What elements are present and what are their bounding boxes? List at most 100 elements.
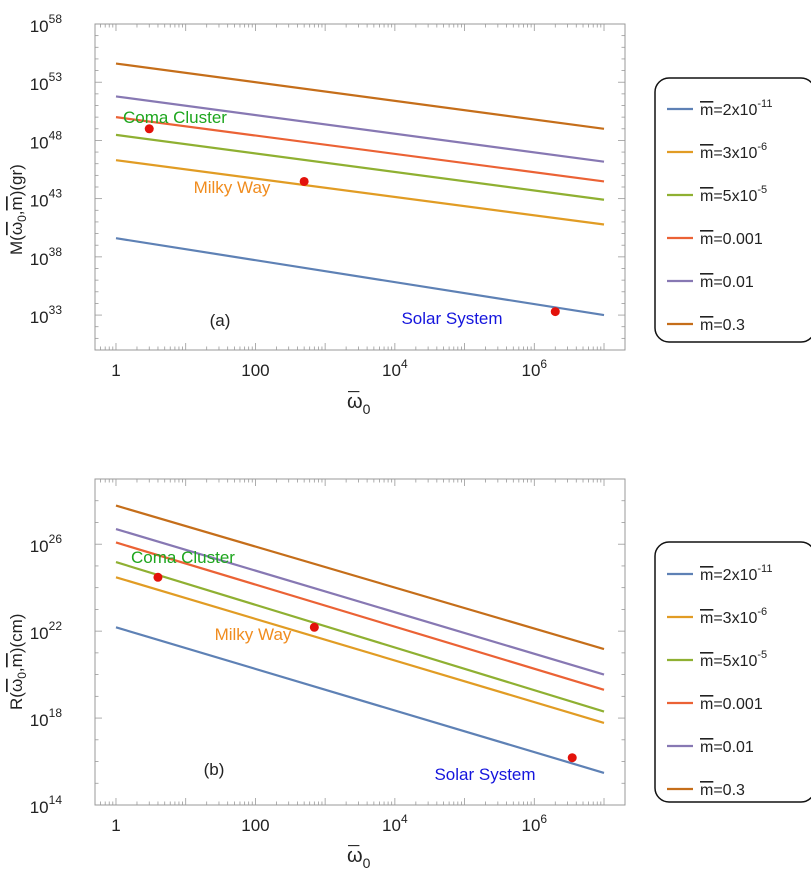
panel-b-legend-m: m (700, 739, 713, 756)
panel-a-y-tick-exponent: 48 (49, 128, 63, 142)
panel-b-point-label: Solar System (434, 765, 535, 784)
panel-a-y-tick-label: 1048 (30, 128, 63, 152)
panel-a-x-axis-title-subscript: 0 (363, 401, 371, 417)
panel-a-y-axis-comma: , (7, 210, 26, 215)
panel-b-y-tick-label: 1026 (30, 532, 63, 556)
panel-b-point-label: Coma Cluster (131, 548, 235, 567)
panel-b-y-tick-exponent: 14 (49, 793, 63, 807)
panel-a-y-tick-exponent: 58 (49, 12, 63, 26)
panel-a-legend-value: =3x10 (713, 145, 757, 162)
panel-b-x-axis-title-symbol: ω0 (347, 845, 371, 871)
panel-a-legend-value: =0.01 (713, 274, 754, 291)
panel-b-y-tick-exponent: 18 (49, 706, 63, 720)
panel-b-legend-exponent: -5 (757, 649, 767, 661)
panel-a-series-line-5 (115, 95, 605, 163)
panel-b-y-axis-unit: )(cm) (7, 614, 26, 654)
panel-a-legend-m: m (700, 188, 713, 205)
panel-a-legend-value: =0.3 (713, 317, 745, 334)
panel-b-legend-value: =0.3 (713, 782, 745, 799)
panel-b: 1 100 104 106 1014 1018 1022 1026 Coma Cluster Mi… (7, 478, 811, 871)
panel-a-minor-ticks (94, 23, 626, 351)
panel-b-x-axis-title: ω0 (347, 845, 371, 871)
panel-a-legend-m: m (700, 274, 713, 291)
panel-a-x-tick-exponent: 6 (540, 357, 547, 371)
panel-a-x-tick-exponent: 4 (401, 357, 408, 371)
panel-a-legend-label: m=0.01 (700, 274, 754, 291)
panel-a-legend-m: m (700, 231, 713, 248)
panel-b-point-solar-system (567, 753, 577, 763)
panel-b-point-label: Milky Way (215, 625, 292, 644)
panel-b-y-axis-title-text: R(ω0,m)(cm) (7, 614, 29, 710)
panel-b-x-tick-label: 100 (241, 816, 269, 835)
panel-a-legend-value: =0.001 (713, 231, 762, 248)
panel-b-y-tick-exponent: 26 (49, 532, 63, 546)
panel-a-y-tick-exponent: 43 (49, 187, 63, 201)
panel-b-legend-label: m=0.01 (700, 739, 754, 756)
panel-a-point-label: Coma Cluster (123, 108, 227, 127)
panel-b-legend-m: m (700, 653, 713, 670)
panel-a-legend-m: m (700, 102, 713, 119)
panel-b-panel-label: (b) (204, 760, 225, 779)
panel-b-legend-value: =3x10 (713, 610, 757, 627)
panel-b-x-tick-label: 106 (521, 812, 547, 835)
panel-a-series-line-1 (115, 237, 605, 317)
panel-a-y-axis-m: m (7, 196, 26, 210)
panel-a-y-axis-omega: ω (7, 222, 26, 235)
panel-a-legend-label: m=3x10-6 (700, 141, 767, 162)
panel-a-plot-frame (94, 23, 626, 351)
panel-a-series-line-6 (115, 62, 605, 130)
panel-b-legend-label: m=2x10-11 (700, 563, 772, 584)
panel-b-series-line-5 (115, 527, 605, 676)
panel-a-legend-m: m (700, 145, 713, 162)
panel-b-legend-label: m=0.001 (700, 696, 763, 713)
panel-b-series-line-1 (115, 626, 605, 774)
panel-a-series-line-2 (115, 159, 605, 226)
panel-b-legend-value: =5x10 (713, 653, 757, 670)
panel-b-legend-m: m (700, 782, 713, 799)
panel-b-legend-label: m=3x10-6 (700, 606, 767, 627)
panel-b-legend-label: m=5x10-5 (700, 649, 767, 670)
panel-b-minor-ticks (94, 478, 626, 806)
panel-b-y-axis-omega: ω (7, 679, 26, 692)
panel-a-y-tick-label: 1043 (30, 187, 63, 211)
panel-b-point-coma-cluster (153, 572, 163, 582)
panel-a-x-tick-label: 106 (521, 357, 547, 380)
panel-b-legend-value: =0.001 (713, 696, 762, 713)
panel-a-y-tick-exponent: 38 (49, 245, 63, 259)
panel-b-legend-label: m=0.3 (700, 782, 745, 799)
panel-b-series-line-3 (115, 561, 605, 713)
panel-b-legend-m: m (700, 610, 713, 627)
panel-b-y-tick-label: 1022 (30, 619, 63, 643)
panel-b-plot-frame (94, 478, 626, 806)
panel-a-x-tick-label: 104 (382, 357, 408, 380)
panel-b-legend-box (654, 541, 811, 803)
panel-a-legend-exponent: -11 (757, 98, 772, 110)
panel-a-y-axis-omega-sub: 0 (15, 215, 29, 222)
panel-b-series-line-6 (115, 504, 605, 651)
panel-b-legend-exponent: -6 (757, 606, 767, 618)
panel-b-y-axis-omega-sub: 0 (15, 672, 29, 679)
panel-b-y-axis-m: m (7, 653, 26, 667)
panel-a-x-axis-title: ω0 (347, 391, 371, 417)
panel-a-legend: m=2x10-11m=3x10-6m=5x10-5m=0.001m=0.01m=… (654, 77, 811, 343)
panel-b-legend-value: =0.01 (713, 739, 754, 756)
panel-a-x-tick-label: 100 (241, 361, 269, 380)
panel-a-y-axis-unit: )(gr) (7, 164, 26, 196)
panel-b-point-milky-way (309, 622, 319, 632)
panel-a-panel-label: (a) (210, 311, 231, 330)
panel-a-legend-value: =2x10 (713, 102, 757, 119)
panel-b-y-axis-comma: , (7, 667, 26, 672)
panel-a-x-axis-title-symbol: ω0 (347, 391, 371, 417)
panel-b-series-line-2 (115, 576, 605, 724)
panel-a-legend-exponent: -6 (757, 141, 767, 153)
panel-a-y-tick-label: 1038 (30, 245, 63, 269)
panel-a-y-tick-label: 1033 (30, 303, 63, 327)
panel-a-y-axis-title-text: M(ω0,m)(gr) (7, 164, 29, 255)
panel-a-legend-label: m=0.001 (700, 231, 763, 248)
panel-a-point-solar-system (550, 307, 560, 317)
panel-a-legend-label: m=2x10-11 (700, 98, 772, 119)
panel-a-legend-exponent: -5 (757, 184, 767, 196)
panel-b-x-tick-label: 104 (382, 812, 408, 835)
